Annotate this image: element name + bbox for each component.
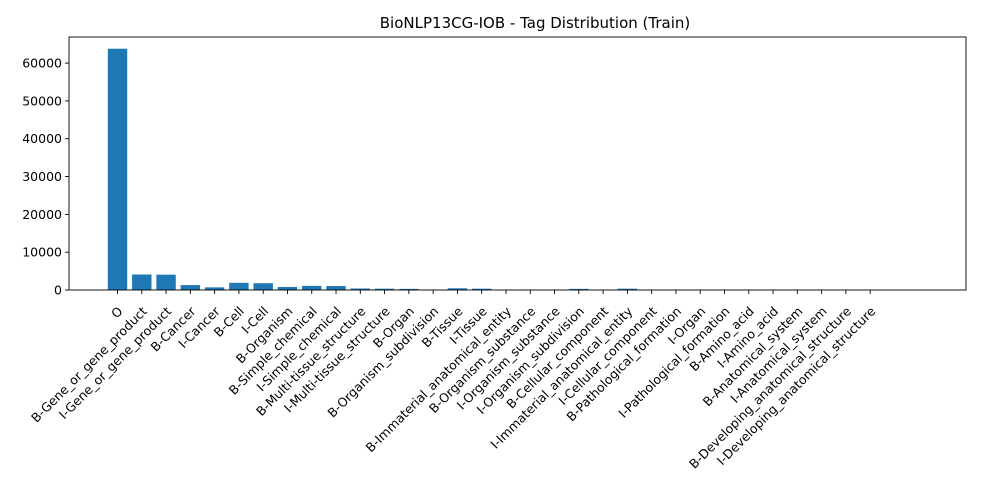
y-tick-label: 10000 bbox=[22, 245, 62, 260]
bar-i-cell bbox=[253, 283, 273, 290]
bar-i-organism-subdivision bbox=[569, 288, 589, 290]
bar-i-tissue bbox=[472, 288, 492, 290]
bar-b-cell bbox=[229, 282, 249, 290]
y-tick-label: 50000 bbox=[22, 93, 62, 108]
bar-b-cancer bbox=[180, 285, 201, 290]
x-tick-label: B-Gene_or_gene_product bbox=[28, 303, 150, 425]
bar-b-organ bbox=[399, 288, 419, 290]
bar-i-multi-tissue-structure bbox=[374, 288, 395, 290]
y-axis: 0 10000 20000 30000 40000 50000 60000 bbox=[22, 56, 69, 298]
y-tick-label: 0 bbox=[54, 283, 62, 298]
bar-i-gene-or-gene-product bbox=[156, 274, 176, 290]
x-axis: OB-Gene_or_gene_productI-Gene_or_gene_pr… bbox=[28, 290, 879, 471]
y-tick-label: 40000 bbox=[22, 131, 62, 146]
bar-b-multi-tissue-structure bbox=[350, 288, 370, 290]
bar-o bbox=[107, 48, 128, 290]
bar-i-simple-chemical bbox=[326, 286, 346, 290]
bar-i-immaterial-anatomical-entity bbox=[617, 288, 638, 290]
bars-group bbox=[107, 48, 880, 290]
bar-b-simple-chemical bbox=[302, 285, 322, 290]
plot-frame bbox=[68, 36, 967, 291]
bar-i-cancer bbox=[204, 287, 225, 290]
x-tick-label: I-Gene_or_gene_product bbox=[56, 303, 175, 422]
bar-b-tissue bbox=[447, 288, 468, 290]
y-tick-label: 60000 bbox=[22, 56, 62, 71]
y-tick-label: 30000 bbox=[22, 169, 62, 184]
chart-title: BioNLP13CG-IOB - Tag Distribution (Train… bbox=[380, 14, 690, 32]
y-tick-label: 20000 bbox=[22, 207, 62, 222]
bar-b-organism bbox=[277, 286, 298, 290]
bar-b-gene-or-gene-product bbox=[132, 274, 152, 290]
